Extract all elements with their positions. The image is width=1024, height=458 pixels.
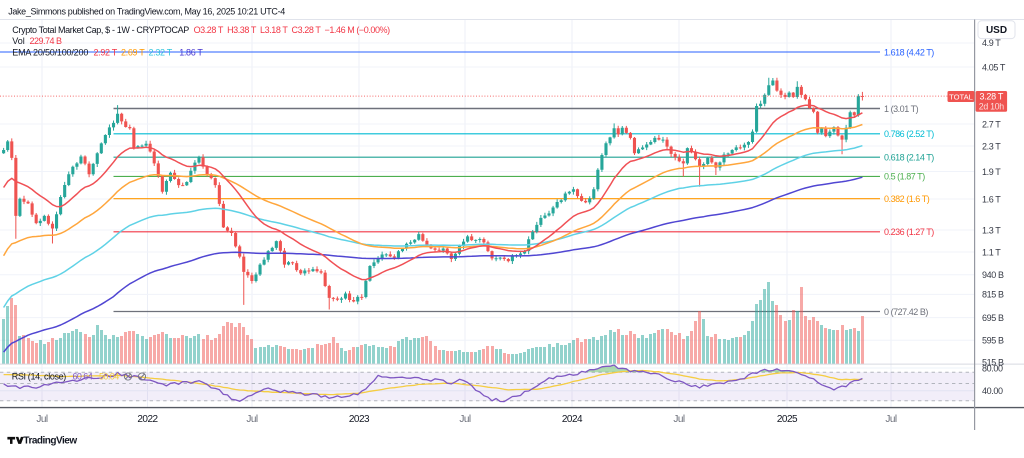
svg-text:1 (3.01 T): 1 (3.01 T)	[884, 104, 919, 114]
svg-text:80.00: 80.00	[982, 364, 1003, 374]
svg-text:2.69 T: 2.69 T	[121, 48, 145, 58]
svg-text:TradingView: TradingView	[23, 436, 77, 447]
svg-text:Jul: Jul	[246, 414, 258, 425]
svg-text:1.618 (4.42 T): 1.618 (4.42 T)	[884, 47, 934, 57]
svg-text:2024: 2024	[562, 414, 583, 425]
svg-text:Crypto Total Market Cap, $ - 1: Crypto Total Market Cap, $ - 1W - CRYPTO…	[12, 25, 189, 35]
svg-text:Jake_Simmons published on Trad: Jake_Simmons published on TradingView.co…	[8, 6, 285, 16]
svg-text:1.1 T: 1.1 T	[982, 247, 1001, 257]
svg-text:USD: USD	[986, 25, 1007, 36]
svg-text:EMA 20/50/100/200: EMA 20/50/100/200	[12, 48, 88, 58]
svg-text:515 B: 515 B	[982, 358, 1004, 368]
svg-text:TOTAL: TOTAL	[949, 92, 973, 101]
svg-text:40.00: 40.00	[982, 386, 1003, 396]
svg-text:Jul: Jul	[885, 414, 897, 425]
svg-text:1.86 T: 1.86 T	[179, 48, 203, 58]
svg-text:4.05 T: 4.05 T	[982, 62, 1006, 72]
svg-text:4.9 T: 4.9 T	[982, 38, 1001, 48]
svg-text:O3.28 T H3.38 T L3.18 T C3.: O3.28 T H3.38 T L3.18 T C3.28 T −1.46 M …	[194, 25, 391, 35]
svg-text:0.618 (2.14 T): 0.618 (2.14 T)	[884, 153, 934, 163]
svg-text:2.32 T: 2.32 T	[149, 48, 173, 58]
svg-text:940 B: 940 B	[982, 270, 1004, 280]
svg-text:229.74 B: 229.74 B	[30, 36, 63, 46]
svg-text:2.3 T: 2.3 T	[982, 141, 1001, 151]
svg-text:2.7 T: 2.7 T	[982, 119, 1001, 129]
svg-text:50.04: 50.04	[99, 372, 119, 382]
svg-text:1.9 T: 1.9 T	[982, 167, 1001, 177]
svg-text:0.5 (1.87 T): 0.5 (1.87 T)	[884, 172, 925, 182]
svg-text:815 B: 815 B	[982, 290, 1004, 300]
svg-text:2025: 2025	[777, 414, 798, 425]
svg-text:1.3 T: 1.3 T	[982, 225, 1001, 235]
svg-text:3.28 T: 3.28 T	[980, 92, 1004, 102]
svg-text:2023: 2023	[349, 414, 370, 425]
svg-text:Jul: Jul	[459, 414, 471, 425]
svg-text:Jul: Jul	[673, 414, 685, 425]
svg-text:2d 10h: 2d 10h	[979, 101, 1005, 111]
svg-text:2022: 2022	[137, 414, 158, 425]
svg-text:60.64: 60.64	[73, 372, 93, 382]
svg-text:2.92 T: 2.92 T	[94, 48, 118, 58]
svg-text:0.236 (1.27 T): 0.236 (1.27 T)	[884, 227, 934, 237]
svg-text:695 B: 695 B	[982, 313, 1004, 323]
svg-text:RSI (14, close): RSI (14, close)	[12, 372, 67, 382]
svg-text:0.786 (2.52 T): 0.786 (2.52 T)	[884, 129, 934, 139]
svg-text:1.6 T: 1.6 T	[982, 194, 1001, 204]
svg-text:0.382 (1.6 T): 0.382 (1.6 T)	[884, 194, 930, 204]
svg-text:Jul: Jul	[36, 414, 48, 425]
svg-text:595 B: 595 B	[982, 336, 1004, 346]
svg-text:Vol: Vol	[12, 36, 25, 46]
svg-text:0 (727.42 B): 0 (727.42 B)	[884, 307, 928, 317]
